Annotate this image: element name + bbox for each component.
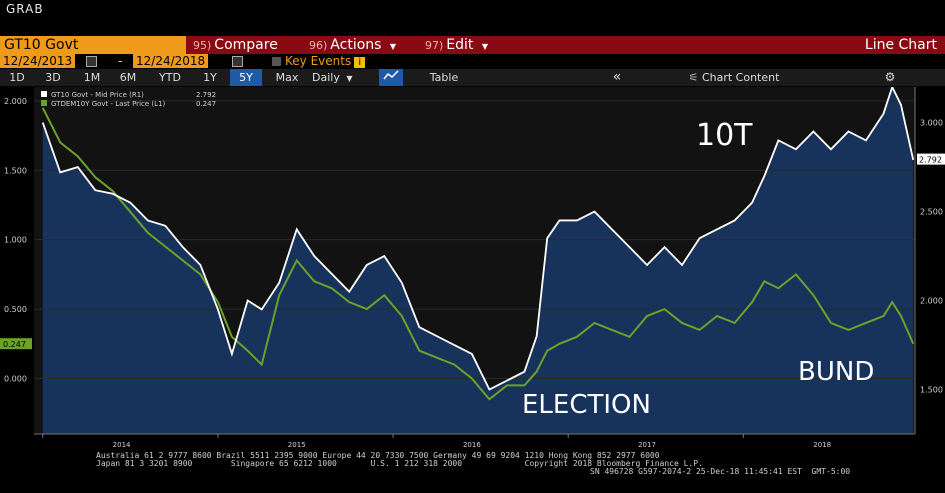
chevron-down-icon: ▼ bbox=[346, 74, 353, 83]
compare-label: Compare bbox=[214, 37, 278, 53]
legend-swatch bbox=[41, 100, 47, 106]
left-tick-label: 0.000 bbox=[4, 374, 27, 383]
chevron-down-icon: ▼ bbox=[389, 42, 397, 51]
calendar-icon[interactable] bbox=[232, 56, 243, 67]
left-tick-label: 1.000 bbox=[4, 236, 27, 245]
collapse-icon[interactable]: « bbox=[612, 69, 622, 85]
period-6m-button[interactable]: 6M bbox=[119, 71, 137, 84]
compare-number: 95) bbox=[193, 39, 212, 52]
right-tick-label: 2.000 bbox=[920, 297, 943, 306]
x-tick-label: 2015 bbox=[288, 441, 306, 449]
table-button[interactable]: Table bbox=[429, 71, 459, 84]
annotation-label: 10T bbox=[696, 118, 753, 153]
x-tick-label: 2017 bbox=[638, 441, 656, 449]
chevron-down-icon: ▼ bbox=[481, 42, 489, 51]
last-value-right: 2.792 bbox=[919, 156, 942, 165]
actions-number: 96) bbox=[309, 39, 328, 52]
legend-value: 2.792 bbox=[196, 91, 216, 99]
footer-contacts-line1: Australia 61 2 9777 8600 Brazil 5511 239… bbox=[96, 451, 660, 460]
right-tick-label: 2.500 bbox=[920, 208, 943, 217]
us10y-line bbox=[41, 87, 915, 391]
period-3d-button[interactable]: 3D bbox=[45, 71, 61, 84]
period-5y-button[interactable]: 5Y bbox=[230, 69, 262, 86]
chart-content-label: Chart Content bbox=[701, 71, 780, 84]
x-tick-label: 2018 bbox=[813, 441, 831, 449]
date-separator: - bbox=[118, 54, 123, 68]
actions-menu[interactable]: 96) Actions ▼ bbox=[309, 36, 396, 54]
left-tick-label: 1.500 bbox=[4, 166, 27, 175]
line-chart: 2.000 1.500 1.000 0.500 0.000 3.000 2.500 2.000… bbox=[0, 87, 945, 449]
info-icon: i bbox=[354, 57, 366, 68]
end-date-field[interactable]: 12/24/2018 bbox=[133, 54, 209, 68]
footer-contacts-line2: Japan 81 3 3201 8900 Singapore 65 6212 1… bbox=[96, 459, 703, 468]
ticker-field[interactable]: GT10 Govt bbox=[0, 36, 186, 54]
period-1d-button[interactable]: 1D bbox=[9, 71, 25, 84]
x-tick-label: 2014 bbox=[113, 441, 131, 449]
line-chart-icon[interactable] bbox=[379, 69, 403, 86]
command-toolbar: GT10 Govt 95) Compare 96) Actions ▼ 97) Edi… bbox=[0, 36, 945, 54]
period-1y-button[interactable]: 1Y bbox=[203, 71, 217, 84]
date-range-bar: 12/24/2013 - 12/24/2018 Key Events i bbox=[0, 54, 945, 68]
legend-swatch bbox=[41, 91, 47, 97]
footer: Australia 61 2 9777 8600 Brazil 5511 239… bbox=[0, 450, 945, 482]
last-value-right-box bbox=[917, 153, 945, 165]
period-max-button[interactable]: Max bbox=[275, 71, 299, 84]
chart-type-label[interactable]: Line Chart bbox=[864, 37, 937, 53]
period-ytd-button[interactable]: YTD bbox=[159, 71, 181, 84]
compare-menu[interactable]: 95) Compare bbox=[193, 36, 278, 54]
actions-label: Actions bbox=[330, 37, 382, 53]
right-tick-label: 3.000 bbox=[920, 119, 943, 128]
bund-line bbox=[41, 107, 915, 401]
settings-gear-icon[interactable]: ⚙ bbox=[884, 70, 896, 84]
key-events-toggle[interactable]: Key Events i bbox=[272, 54, 366, 68]
period-1m-button[interactable]: 1M bbox=[83, 71, 101, 84]
x-tick-label: 2016 bbox=[463, 441, 481, 449]
chart-content-button[interactable]: ⚟ Chart Content bbox=[678, 69, 790, 86]
frequency-label: Daily bbox=[312, 71, 340, 84]
chart-content-icon: ⚟ bbox=[688, 71, 699, 84]
edit-label: Edit bbox=[446, 37, 474, 53]
us10y-area bbox=[42, 87, 914, 434]
edit-number: 97) bbox=[425, 39, 444, 52]
frequency-dropdown[interactable]: Daily ▼ bbox=[312, 69, 372, 86]
key-events-label: Key Events bbox=[285, 54, 352, 68]
app-label: GRAB bbox=[6, 2, 44, 16]
last-value-left-box bbox=[0, 338, 32, 350]
last-value-left: 0.247 bbox=[3, 340, 26, 349]
left-tick-label: 2.000 bbox=[4, 97, 27, 106]
checkbox-icon bbox=[272, 57, 281, 66]
annotation-label: BUND bbox=[798, 357, 874, 387]
legend-name: GTDEM10Y Govt - Last Price (L1) bbox=[51, 100, 165, 108]
legend-name: GT10 Govt - Mid Price (R1) bbox=[51, 91, 144, 99]
edit-menu[interactable]: 97) Edit ▼ bbox=[425, 36, 488, 54]
left-tick-label: 0.500 bbox=[4, 305, 27, 314]
period-toolbar: 1D 3D 1M 6M YTD 1Y 5Y Max Daily ▼ Table … bbox=[0, 69, 945, 86]
annotation-label: ELECTION bbox=[522, 390, 651, 420]
right-tick-label: 1.500 bbox=[920, 386, 943, 395]
legend-value: 0.247 bbox=[196, 100, 216, 108]
calendar-icon[interactable] bbox=[86, 56, 97, 67]
start-date-field[interactable]: 12/24/2013 bbox=[0, 54, 76, 68]
footer-session-info: SN 496728 G597-2074-2 25-Dec-18 11:45:41… bbox=[590, 467, 851, 476]
